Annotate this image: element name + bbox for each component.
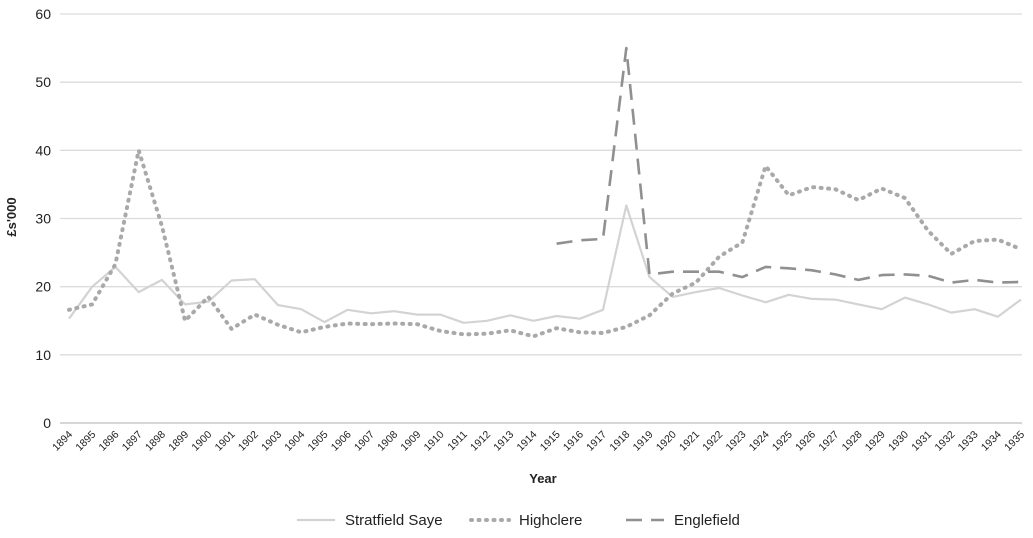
y-tick-label: 60 <box>35 6 51 22</box>
x-tick-label: 1921 <box>677 429 702 454</box>
x-tick-label: 1903 <box>259 429 284 454</box>
x-tick-label: 1907 <box>352 429 377 454</box>
x-tick-label: 1908 <box>375 429 400 454</box>
y-tick-label: 0 <box>43 415 51 431</box>
x-tick-label: 1931 <box>909 429 934 454</box>
x-tick-label: 1919 <box>631 429 656 454</box>
x-tick-label: 1916 <box>561 429 586 454</box>
x-tick-label: 1904 <box>282 429 307 454</box>
x-tick-label: 1915 <box>538 429 563 454</box>
y-tick-label: 10 <box>35 347 51 363</box>
x-tick-label: 1924 <box>747 429 772 454</box>
series-lines <box>67 46 1023 339</box>
x-tick-label: 1928 <box>840 429 865 454</box>
series-line <box>67 148 1023 339</box>
x-tick-label: 1925 <box>770 429 795 454</box>
x-tick-label: 1923 <box>723 429 748 454</box>
x-tick-label: 1933 <box>956 429 981 454</box>
x-tick-label: 1911 <box>445 429 470 454</box>
y-tick-label: 30 <box>35 211 51 227</box>
x-tick-label: 1906 <box>329 429 354 454</box>
x-axis-label: Year <box>529 471 556 486</box>
x-tick-label: 1935 <box>1002 429 1027 454</box>
x-tick-label: 1914 <box>515 429 540 454</box>
x-tick-label: 1913 <box>491 429 516 454</box>
x-tick-label: 1929 <box>863 429 888 454</box>
x-tick-label: 1896 <box>97 429 122 454</box>
gridlines <box>60 13 1022 424</box>
x-tick-label: 1927 <box>816 429 841 454</box>
x-tick-label: 1895 <box>73 429 98 454</box>
x-tick-label: 1912 <box>468 429 493 454</box>
legend-label: Highclere <box>519 512 582 529</box>
series-line <box>68 204 1022 324</box>
x-tick-label: 1900 <box>189 429 214 454</box>
series-line <box>556 46 1022 284</box>
x-tick-label: 1910 <box>422 429 447 454</box>
x-tick-label: 1926 <box>793 429 818 454</box>
x-tick-label: 1905 <box>306 429 331 454</box>
y-tick-label: 20 <box>35 279 51 295</box>
y-axis-label: £s'000 <box>4 197 19 236</box>
x-tick-label: 1898 <box>143 429 168 454</box>
x-tick-label: 1901 <box>213 429 238 454</box>
legend: Stratfield Saye Highclere Englefield <box>297 512 740 529</box>
legend-label: Stratfield Saye <box>345 512 443 529</box>
y-tick-label: 50 <box>35 74 51 90</box>
y-tick-label: 40 <box>35 142 51 158</box>
y-tick-labels: 0 10 20 30 40 50 60 <box>35 6 51 431</box>
x-tick-label: 1920 <box>654 429 679 454</box>
legend-label: Englefield <box>674 512 740 529</box>
x-tick-label: 1909 <box>398 429 423 454</box>
x-tick-label: 1930 <box>886 429 911 454</box>
x-tick-label: 1932 <box>932 429 957 454</box>
x-tick-label: 1899 <box>166 429 191 454</box>
x-tick-label: 1922 <box>700 429 725 454</box>
x-tick-label: 1918 <box>607 429 632 454</box>
x-tick-label: 1894 <box>50 429 75 454</box>
x-tick-label: 1902 <box>236 429 261 454</box>
x-tick-labels: 1894189518961897189818991900190119021903… <box>50 429 1027 454</box>
x-tick-label: 1917 <box>584 429 609 454</box>
x-tick-label: 1934 <box>979 429 1004 454</box>
x-tick-label: 1897 <box>120 429 145 454</box>
